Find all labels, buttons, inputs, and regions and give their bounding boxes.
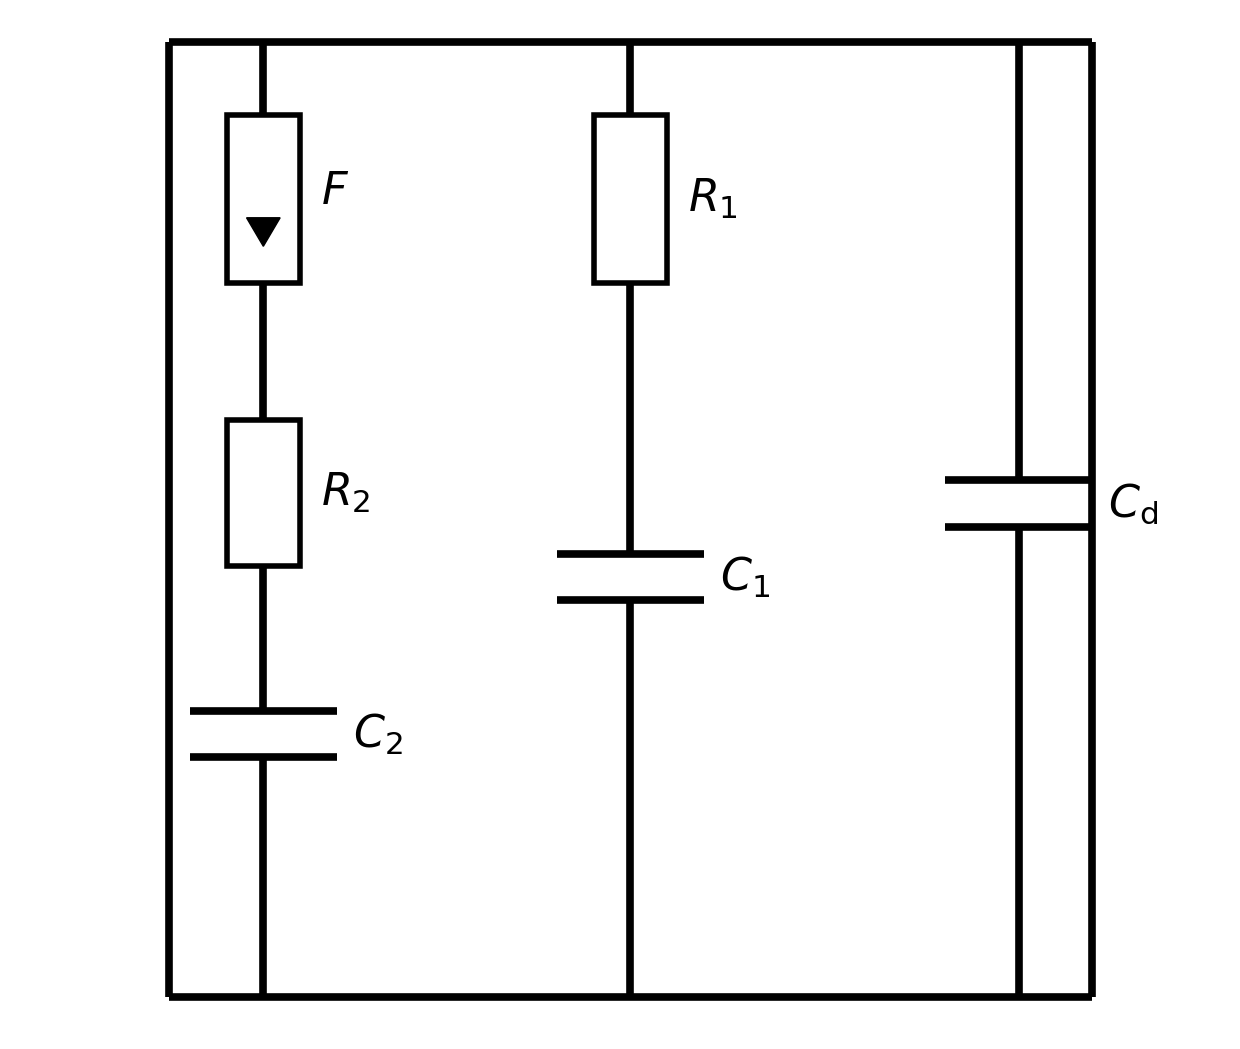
Text: $C_\mathrm{d}$: $C_\mathrm{d}$ <box>1107 481 1158 526</box>
Text: $C_2$: $C_2$ <box>352 711 402 757</box>
Bar <box>227 420 300 566</box>
Polygon shape <box>247 218 280 247</box>
Text: $C_1$: $C_1$ <box>719 554 770 600</box>
Text: $R_1$: $R_1$ <box>688 177 738 221</box>
Bar <box>594 115 667 283</box>
Text: $F$: $F$ <box>321 169 350 213</box>
Text: $R_2$: $R_2$ <box>321 471 371 515</box>
Bar <box>227 115 300 283</box>
